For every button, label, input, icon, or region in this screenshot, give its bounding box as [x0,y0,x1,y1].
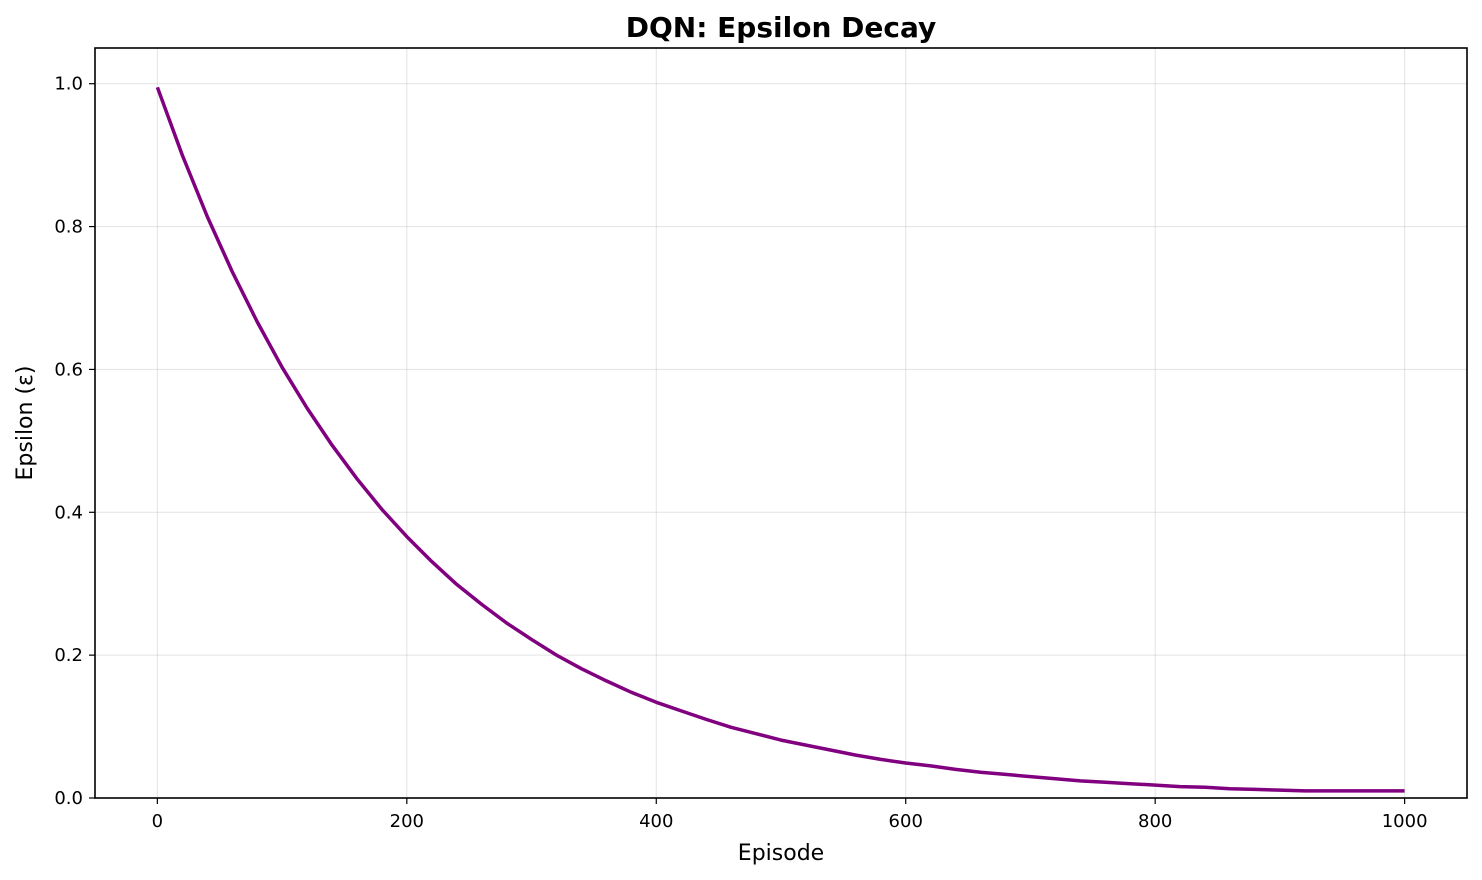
chart-title: DQN: Epsilon Decay [626,11,937,44]
grid-lines [95,48,1467,799]
epsilon-series-line [155,86,1405,793]
y-tick-label: 1.0 [54,74,83,95]
x-tick-label: 800 [1138,811,1172,832]
series-layer [155,86,1405,793]
y-tick-label: 0.4 [54,502,83,523]
x-tick-label: 0 [152,811,163,832]
x-tick-label: 600 [889,811,923,832]
y-axis-label: Epsilon (ε) [13,365,38,480]
x-tick-label: 200 [390,811,424,832]
plot-frame [94,47,1468,799]
x-tick-label: 400 [639,811,673,832]
y-tick-label: 0.6 [54,359,83,380]
x-axis-label: Episode [738,841,824,866]
x-tick-label: 1000 [1382,811,1428,832]
y-axis-ticks: 0.0 0.2 0.4 0.6 0.8 1.0 [54,74,95,809]
y-tick-label: 0.0 [54,788,83,809]
x-axis-ticks: 0 200 400 600 800 1000 [152,798,1428,832]
y-tick-label: 0.8 [54,217,83,238]
y-tick-label: 0.2 [54,645,83,666]
